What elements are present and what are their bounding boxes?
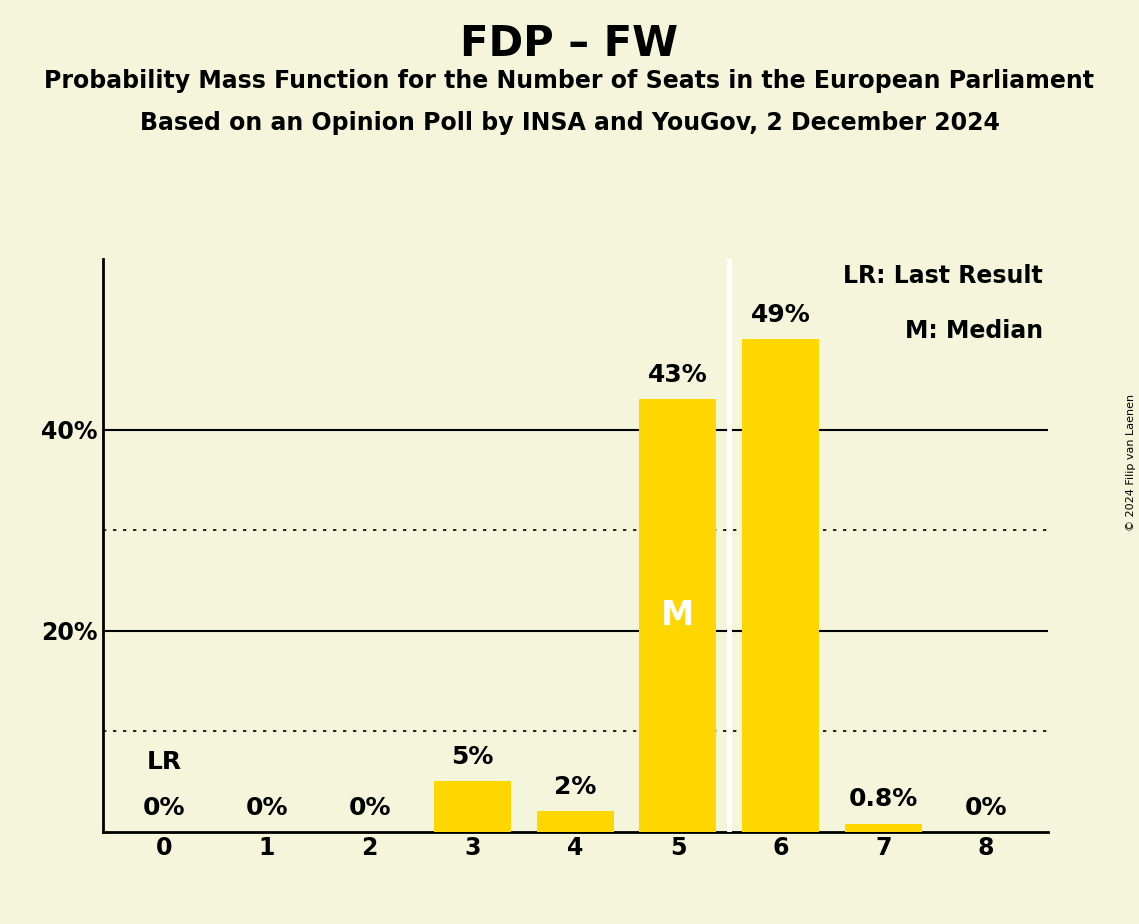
Text: 0%: 0%	[142, 796, 186, 820]
Text: 49%: 49%	[751, 303, 811, 327]
Bar	[845, 823, 921, 832]
Text: M: Median: M: Median	[904, 319, 1042, 343]
Text: 43%: 43%	[648, 363, 707, 387]
Text: FDP – FW: FDP – FW	[460, 23, 679, 65]
Text: Probability Mass Function for the Number of Seats in the European Parliament: Probability Mass Function for the Number…	[44, 69, 1095, 93]
Text: 0%: 0%	[246, 796, 288, 820]
Text: 0%: 0%	[965, 796, 1008, 820]
Text: LR: LR	[147, 750, 182, 774]
Text: Based on an Opinion Poll by INSA and YouGov, 2 December 2024: Based on an Opinion Poll by INSA and You…	[140, 111, 999, 135]
Text: LR: Last Result: LR: Last Result	[843, 263, 1042, 287]
Text: 5%: 5%	[451, 746, 493, 770]
Text: M: M	[662, 599, 695, 632]
Text: 0%: 0%	[349, 796, 391, 820]
Bar	[639, 399, 716, 832]
Text: © 2024 Filip van Laenen: © 2024 Filip van Laenen	[1125, 394, 1136, 530]
Text: 2%: 2%	[554, 775, 597, 799]
Text: 0.8%: 0.8%	[849, 787, 918, 811]
Bar	[743, 339, 819, 832]
Bar	[434, 782, 511, 832]
Bar	[536, 811, 614, 832]
